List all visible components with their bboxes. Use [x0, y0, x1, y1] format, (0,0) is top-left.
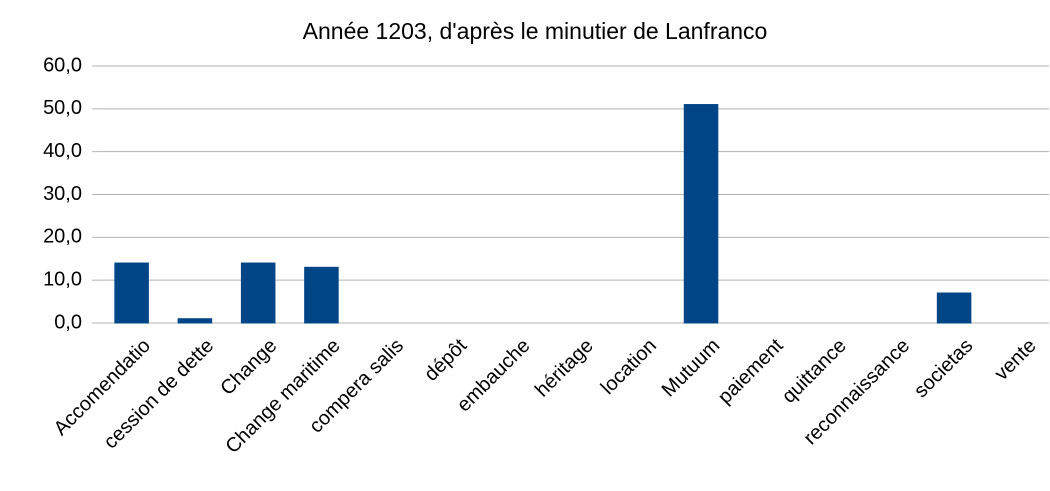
x-tick-label: reconnaissance	[799, 335, 914, 450]
x-tick-label: location	[597, 335, 661, 399]
x-tick-label: Change	[216, 335, 281, 400]
x-tick-label: vente	[990, 335, 1040, 385]
bar	[936, 292, 972, 324]
bar	[304, 266, 339, 324]
x-tick-label: cession de dette	[100, 335, 219, 454]
x-tick-label: dépôt	[420, 334, 471, 385]
x-tick-label: societas	[910, 335, 977, 402]
x-tick-label: paiement	[714, 334, 788, 408]
y-tick-label: 40,0	[43, 140, 82, 162]
y-tick-label: 10,0	[43, 268, 82, 290]
bar	[683, 104, 719, 324]
chart-title: Année 1203, d'après le minutier de Lanfr…	[303, 18, 768, 44]
x-tick-label: héritage	[531, 335, 598, 402]
y-tick-label: 60,0	[43, 54, 82, 76]
bar	[177, 318, 213, 324]
bar	[240, 262, 276, 324]
bar	[114, 262, 149, 324]
y-tick-label: 30,0	[43, 183, 82, 205]
y-tick-label: 0,0	[54, 311, 82, 333]
x-tick-label: Change maritime	[221, 335, 344, 458]
y-tick-label: 50,0	[43, 97, 82, 119]
y-tick-label: 20,0	[43, 226, 82, 248]
